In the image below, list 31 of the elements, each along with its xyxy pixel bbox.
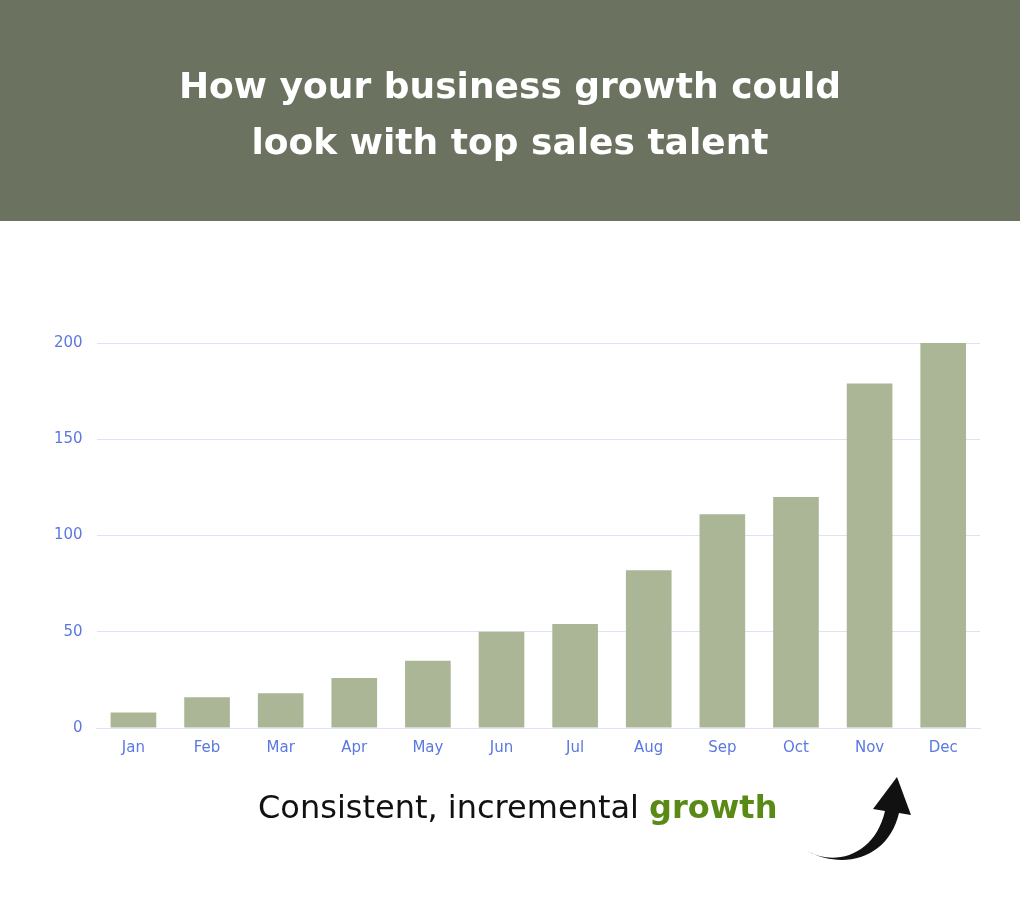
bar (920, 343, 967, 728)
x-tick-label: Apr (341, 737, 369, 756)
y-tick-label: 0 (73, 717, 83, 736)
y-tick-label: 100 (53, 525, 83, 544)
x-tick-label: May (412, 737, 444, 756)
chart-title: How your business growth could look with top sales talent (177, 64, 843, 164)
y-tick-label: 50 (63, 621, 83, 640)
y-tick-label: 200 (53, 332, 83, 351)
y-tick-label: 150 (53, 429, 83, 448)
bar (699, 514, 746, 728)
bar (405, 660, 451, 728)
x-tick-label: Jun (488, 737, 514, 756)
x-tick-label: Mar (266, 737, 296, 756)
text: Consistent, incremental growth (258, 788, 778, 826)
x-tick-label: Dec (928, 737, 958, 756)
bar (846, 383, 893, 728)
x-tick-label: Oct (783, 737, 810, 756)
bar (257, 693, 304, 728)
bar (478, 631, 525, 728)
bar (331, 677, 378, 728)
bar (110, 712, 157, 728)
bar (773, 497, 819, 728)
bar (552, 624, 598, 728)
x-tick-label: Feb (193, 737, 221, 756)
bar (184, 697, 230, 728)
x-tick-label: Aug (634, 737, 664, 756)
x-tick-label: Jul (565, 737, 585, 756)
x-tick-label: Jan (120, 737, 145, 756)
bar (625, 570, 672, 728)
x-tick-label: Sep (708, 737, 737, 756)
x-tick-label: Nov (854, 737, 885, 756)
